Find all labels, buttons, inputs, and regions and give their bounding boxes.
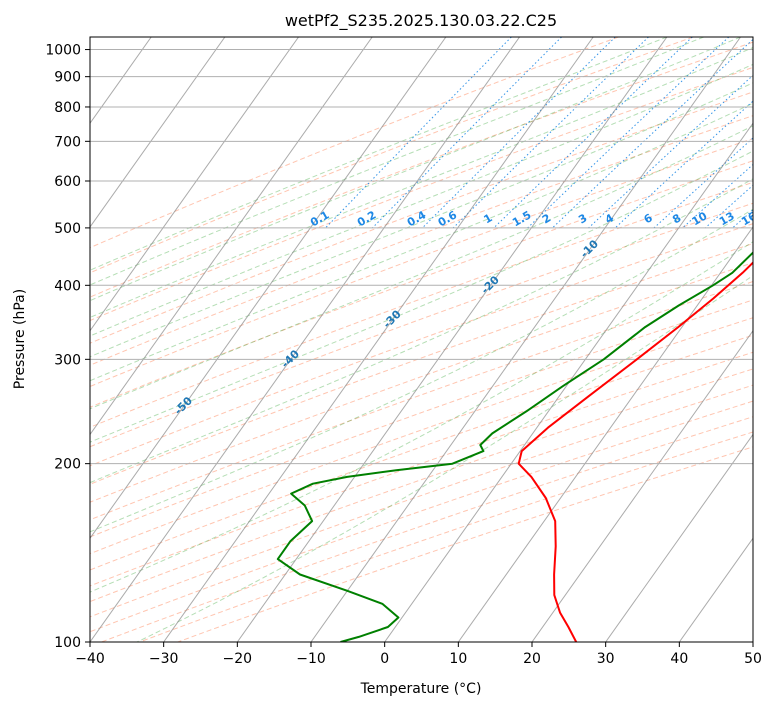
dry-adiabat-line — [90, 41, 753, 298]
isotherm-line — [531, 329, 753, 642]
mixing-ratio-label: 20 — [763, 209, 775, 228]
x-axis: −40 −30 −20 −10 0 10 20 30 40 50 — [75, 642, 762, 667]
mixing-ratio-line — [588, 74, 753, 229]
isotherm-label: -30 — [381, 307, 404, 330]
moist-adiabat-line — [90, 178, 753, 484]
moist-adiabat-line — [136, 275, 753, 642]
isotherm-line — [457, 226, 753, 642]
plot-frame — [89, 36, 754, 643]
y-tick-label: 800 — [54, 100, 81, 116]
dry-adiabat-line — [90, 91, 753, 344]
y-tick-label: 1000 — [45, 43, 81, 59]
x-tick-label: −30 — [149, 651, 179, 667]
mixing-ratio-label: 3 — [576, 211, 589, 226]
mixing-ratio-label: 16 — [739, 209, 759, 228]
mixing-ratio-label: 0.4 — [405, 208, 429, 229]
x-tick-label: 30 — [597, 651, 615, 667]
y-tick-label: 200 — [54, 457, 81, 473]
dry-adiabat-line — [90, 351, 753, 587]
mixing-ratio-line — [372, 37, 562, 229]
isotherm-line — [678, 537, 753, 642]
x-axis-label: Temperature (°C) — [360, 681, 482, 697]
dry-adiabat-line — [177, 446, 753, 642]
dry-adiabat-line — [90, 66, 753, 322]
y-tick-label: 900 — [54, 70, 81, 86]
moist-adiabat-line — [90, 37, 668, 271]
mixing-ratio-line — [422, 37, 616, 229]
isotherm-line — [90, 37, 520, 642]
y-tick-label: 100 — [54, 635, 81, 651]
isotherm-line — [752, 641, 753, 642]
mixing-ratio-line — [552, 38, 753, 229]
dry-adiabat-line — [90, 37, 619, 249]
dry-adiabat-line — [90, 37, 694, 274]
isotherm-line — [163, 37, 594, 642]
isotherm-line — [90, 37, 447, 540]
x-tick-label: 0 — [380, 651, 389, 667]
moist-adiabat-line — [90, 37, 704, 286]
isotherm-line — [90, 37, 299, 332]
x-tick-label: 10 — [449, 651, 467, 667]
y-tick-label: 500 — [54, 221, 81, 237]
mixing-ratio-line — [704, 184, 753, 229]
x-tick-label: 40 — [670, 651, 688, 667]
isotherm-line — [90, 37, 373, 436]
dry-adiabat-line — [139, 431, 753, 642]
dry-adiabat-line — [90, 299, 753, 538]
dry-adiabat-line — [90, 160, 753, 408]
grid — [0, 37, 753, 642]
dewpoint-profile-line — [276, 251, 753, 642]
isotherm-line — [90, 37, 226, 228]
y-axis: 100 200 300 400 500 600 700 800 900 1000 — [45, 43, 90, 651]
x-tick-label: 50 — [744, 651, 762, 667]
dry-adiabat-line — [90, 137, 753, 388]
x-tick-label: 20 — [523, 651, 541, 667]
mixing-ratio-line — [325, 37, 512, 229]
isotherm-label: -50 — [172, 394, 195, 417]
mixing-ratio-line — [682, 163, 753, 229]
dry-adiabat-line — [90, 368, 753, 603]
mixing-ratio-line — [755, 37, 775, 228]
temperature-profile-line — [517, 261, 753, 642]
dry-adiabat-line — [90, 223, 753, 467]
dry-adiabat-line — [90, 334, 753, 571]
mixing-ratio-label: 1.5 — [510, 208, 533, 229]
moist-adiabat-line — [90, 125, 753, 410]
y-tick-label: 700 — [54, 134, 81, 150]
mixing-ratio-label: 0.6 — [436, 208, 460, 229]
x-tick-label: −10 — [296, 651, 326, 667]
dry-adiabat-line — [90, 115, 753, 366]
isotherm-line — [384, 122, 753, 642]
x-tick-label: −20 — [223, 651, 253, 667]
isotherm-line — [0, 37, 4, 642]
mixing-ratio-line — [452, 37, 649, 229]
series-group — [276, 251, 753, 642]
moist-adiabat-line — [90, 150, 753, 443]
dry-adiabat-line — [101, 416, 753, 642]
mixing-ratio-label: 1 — [482, 211, 495, 226]
y-axis-label: Pressure (hPa) — [12, 289, 28, 389]
y-tick-label: 400 — [54, 278, 81, 294]
moist-adiabat-line — [90, 47, 753, 318]
dry-adiabat-line — [90, 384, 753, 618]
y-tick-label: 300 — [54, 352, 81, 368]
y-tick-label: 600 — [54, 174, 81, 190]
moist-adiabat-line — [90, 102, 753, 382]
dry-adiabat-line — [90, 400, 753, 633]
moist-adiabat-line — [90, 82, 753, 358]
mixing-ratio-label: 6 — [642, 211, 655, 226]
isotherm-line — [310, 37, 741, 642]
isotherm-line — [236, 37, 668, 642]
background-lines — [90, 37, 775, 642]
chart-title: wetPf2_S235.2025.130.03.22.C25 — [285, 11, 557, 31]
isotherm-line — [605, 433, 753, 642]
mixing-ratio-label: 13 — [717, 209, 737, 228]
x-tick-label: −40 — [75, 651, 105, 667]
isotherm-label: -10 — [578, 237, 601, 260]
mixing-ratio-label: 2 — [540, 211, 553, 226]
dry-adiabat-line — [90, 181, 753, 428]
moist-adiabat-line — [90, 241, 753, 593]
